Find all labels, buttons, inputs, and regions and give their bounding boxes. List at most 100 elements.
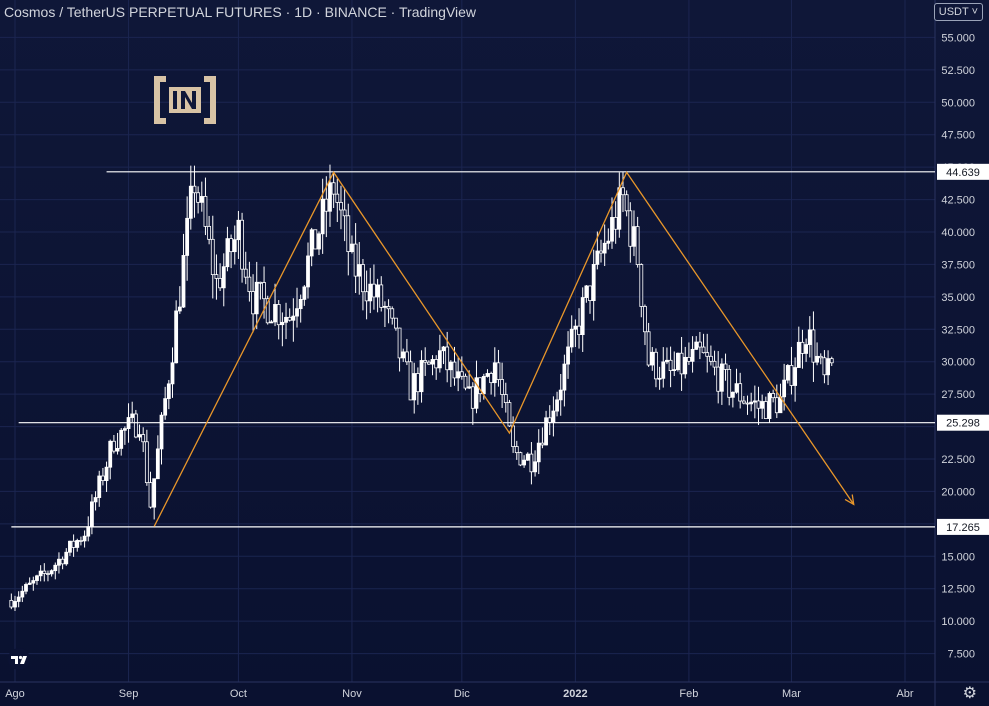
x-tick-label: Mar (782, 688, 801, 700)
x-tick-label: Feb (679, 688, 698, 700)
candle-body (613, 217, 618, 230)
level-price-label: 17.265 (946, 522, 980, 534)
candle-body (331, 182, 336, 195)
candle-body (218, 278, 223, 289)
y-tick-label: 55.000 (941, 32, 975, 44)
candle-body (27, 582, 32, 585)
candle-body (82, 535, 87, 542)
y-tick-label: 15.000 (941, 551, 975, 563)
candle-body (364, 291, 369, 302)
candle-body (188, 185, 193, 219)
candle-body (676, 352, 680, 370)
y-tick-label: 47.500 (941, 130, 975, 142)
candle-body (46, 573, 50, 575)
candle-body (441, 346, 446, 352)
candle-body (291, 315, 296, 321)
candle-body (430, 359, 435, 365)
symbol-label[interactable]: Cosmos / TetherUS PERPETUAL FUTURES (4, 4, 282, 20)
candle-body (752, 400, 757, 403)
candle-body (60, 558, 65, 565)
candle-body (551, 410, 556, 423)
candle-body (518, 452, 523, 466)
candle-body (434, 359, 439, 369)
chevron-down-icon: ˅ (968, 6, 978, 18)
candle-body (793, 367, 798, 386)
candle-body (690, 348, 695, 362)
candle-body (148, 482, 153, 508)
level-price-label: 44.639 (946, 167, 980, 179)
candle-body (174, 310, 179, 364)
candle-body (697, 341, 702, 348)
candle-body (104, 466, 109, 482)
y-tick-label: 42.500 (941, 195, 975, 207)
candle-body (79, 540, 83, 542)
candle-body (632, 226, 636, 247)
candle-body (668, 359, 673, 371)
candle-body (97, 475, 102, 498)
candle-body (569, 328, 574, 348)
candle-body (807, 329, 812, 345)
candle-body (152, 478, 157, 508)
candle-body (350, 243, 354, 252)
candle-body (818, 355, 823, 359)
candle-body (529, 453, 534, 473)
candle-body (540, 442, 545, 446)
candle-body (584, 285, 589, 298)
x-tick-label: Dic (454, 688, 470, 700)
candle-body (639, 264, 644, 307)
candle-body (243, 268, 248, 278)
candle-body (789, 365, 794, 386)
candle-body (749, 401, 754, 405)
y-tick-label: 20.000 (941, 486, 975, 498)
candle-body (503, 394, 508, 403)
candle-body (705, 352, 710, 357)
interval-label[interactable]: 1D (294, 4, 313, 20)
candle-body (35, 575, 39, 581)
candle-body (712, 360, 717, 368)
candle-body (269, 321, 274, 324)
candle-body (650, 351, 655, 366)
candle-body (489, 373, 494, 384)
candle-body (588, 285, 592, 302)
candle-body (496, 362, 501, 380)
candle-body (247, 276, 252, 292)
candle-body (774, 397, 779, 414)
tradingview-logo-icon[interactable] (6, 648, 32, 670)
y-tick-label: 50.000 (941, 97, 975, 109)
x-tick-label: 2022 (563, 688, 587, 700)
candle-body (595, 250, 600, 265)
candle-body (185, 217, 190, 256)
candle-body (811, 329, 816, 363)
candle-body (401, 351, 406, 359)
candle-body (254, 281, 259, 315)
currency-selector[interactable]: USDT ˅ (933, 3, 983, 21)
candle-body (591, 264, 596, 302)
candle-body (86, 526, 91, 537)
candle-body (141, 434, 146, 443)
candle-body (643, 306, 647, 333)
candle-body (730, 391, 735, 398)
candle-body (236, 219, 241, 241)
candle-body (826, 358, 830, 376)
candle-body (738, 383, 743, 402)
beincrypto-logo-watermark (154, 76, 216, 124)
candle-body (108, 440, 113, 468)
chart-header: Cosmos / TetherUS PERPETUAL FUTURES · 1D… (4, 4, 476, 20)
candle-body (210, 238, 215, 276)
settings-gear-icon[interactable]: ⚙ (962, 685, 977, 702)
candle-body (390, 308, 395, 319)
candle-body (533, 461, 537, 473)
candle-body (734, 383, 739, 393)
candle-body (13, 601, 17, 608)
candle-body (232, 239, 237, 253)
candle-body (481, 376, 486, 395)
candle-body (133, 413, 138, 438)
candle-body (767, 393, 772, 419)
candle-body (745, 402, 750, 405)
candle-body (646, 331, 651, 366)
trendline-arrowhead (844, 494, 855, 506)
candle-body (437, 350, 442, 369)
candle-body (357, 264, 362, 277)
candle-body (130, 413, 135, 418)
